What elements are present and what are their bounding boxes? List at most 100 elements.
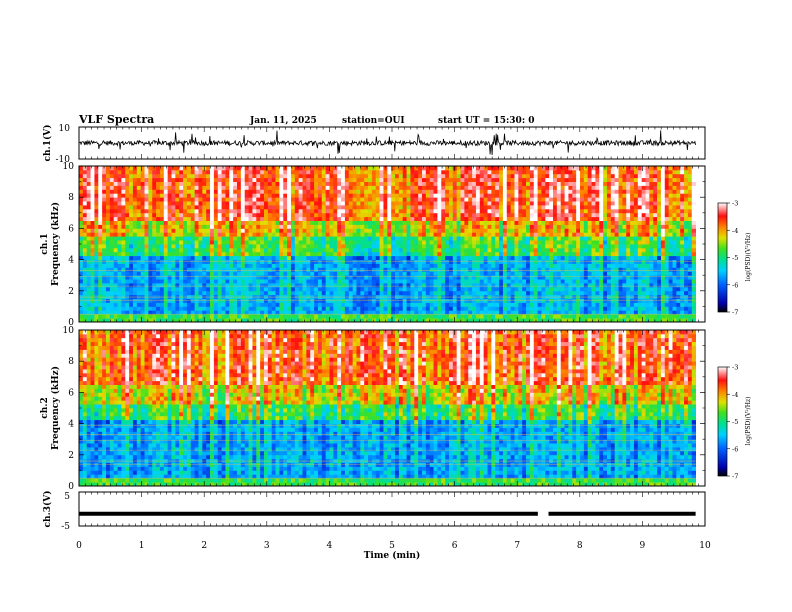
- spectrogram-cell: [641, 228, 646, 233]
- spectrogram-cell: [549, 251, 554, 257]
- spectrogram-cell: [321, 302, 327, 307]
- spectrogram-cell: [483, 212, 488, 218]
- spectrogram-cell: [387, 259, 392, 264]
- spectrogram-cell: [545, 205, 550, 210]
- spectrogram-cell: [472, 220, 477, 225]
- spectrogram-cell: [136, 283, 142, 288]
- spectrogram-cell: [256, 306, 261, 311]
- spectrogram-cell: [371, 212, 377, 218]
- spectrogram-cell: [198, 216, 203, 221]
- spectrogram-cell: [310, 306, 315, 311]
- spectrogram-cell: [82, 244, 88, 249]
- spectrogram-cell: [691, 240, 697, 245]
- spectrogram-cell: [556, 212, 562, 218]
- spectrogram-cell: [564, 255, 569, 260]
- spectrogram-cell: [633, 251, 639, 257]
- spectrogram-cell: [294, 298, 300, 303]
- spectrogram-cell: [526, 259, 531, 264]
- spectrogram-cell: [429, 271, 434, 276]
- spectrogram-cell: [580, 212, 585, 218]
- spectrogram-cell: [213, 216, 219, 221]
- spectrogram-cell: [82, 232, 88, 237]
- spectrogram-cell: [364, 224, 369, 229]
- spectrogram-cell: [86, 267, 91, 272]
- spectrogram-cell: [121, 228, 126, 233]
- spectrogram-cell: [244, 302, 249, 307]
- spectrogram-cell: [263, 267, 269, 272]
- spectrogram-cell: [610, 240, 616, 245]
- spectrogram-cell: [518, 275, 523, 280]
- spectrogram-cell: [541, 306, 546, 311]
- spectrogram-cell: [294, 279, 300, 284]
- spectrogram-cell: [541, 302, 546, 307]
- spectrogram-cell: [260, 212, 265, 218]
- spectrogram-cell: [664, 220, 670, 225]
- spectrogram-cell: [298, 267, 303, 272]
- spectrogram-cell: [383, 306, 388, 311]
- spectrogram-cell: [495, 244, 500, 249]
- spectrogram-cell: [410, 279, 415, 284]
- spectrogram-cell: [664, 267, 670, 272]
- spectrogram-cell: [86, 220, 91, 225]
- spectrogram-cell: [622, 286, 627, 292]
- spectrogram-cell: [549, 255, 554, 260]
- spectrogram-cell: [314, 314, 319, 319]
- spectrogram-cell: [649, 244, 654, 249]
- spectrogram-cell: [502, 267, 508, 272]
- spectrogram-cell: [283, 286, 288, 292]
- spectrogram-cell: [325, 318, 330, 323]
- spectrogram-cell: [472, 283, 477, 288]
- spectrogram-cell: [468, 263, 473, 268]
- spectrogram-cell: [587, 271, 592, 276]
- spectrogram-cell: [576, 205, 581, 210]
- spectrogram-cell: [660, 220, 666, 225]
- spectrogram-cell: [371, 244, 377, 249]
- spectrogram-cell: [568, 236, 573, 241]
- spectrogram-cell: [283, 205, 288, 210]
- spectrogram-cell: [337, 318, 342, 323]
- spectrogram-cell: [329, 318, 334, 323]
- spectrogram-cell: [256, 251, 261, 257]
- spectrogram-cell: [186, 244, 192, 249]
- spectrogram-cell: [287, 298, 292, 303]
- spectrogram-cell: [260, 271, 265, 276]
- spectrogram-cell: [660, 314, 666, 319]
- spectrogram-cell: [645, 208, 650, 214]
- spectrogram-cell: [233, 216, 238, 221]
- spectrogram-cell: [583, 279, 589, 284]
- spectrogram-cell: [194, 244, 199, 249]
- spectrogram-cell: [580, 318, 585, 323]
- spectrogram-cell: [537, 240, 542, 245]
- spectrogram-cell: [310, 224, 315, 229]
- spectrogram-cell: [468, 279, 473, 284]
- spectrogram-cell: [140, 236, 145, 241]
- spectrogram-cell: [86, 275, 91, 280]
- spectrogram-cell: [287, 224, 292, 229]
- spectrogram-cell: [302, 220, 307, 225]
- spectrogram-cell: [298, 244, 303, 249]
- spectrogram-cell: [321, 255, 327, 260]
- spectrogram-cell: [433, 255, 438, 260]
- spectrogram-cell: [429, 302, 434, 307]
- spectrogram-cell: [637, 290, 643, 296]
- spectrogram-cell: [317, 212, 323, 218]
- spectrogram-cell: [437, 283, 442, 288]
- spectrogram-cell: [360, 279, 365, 284]
- spectrogram-cell: [163, 263, 169, 268]
- spectrogram-cell: [499, 271, 504, 276]
- spectrogram-cell: [356, 286, 361, 292]
- spectrogram-cell: [622, 232, 627, 237]
- spectrogram-cell: [306, 279, 311, 284]
- spectrogram-cell: [684, 224, 689, 229]
- spectrogram-cell: [429, 290, 434, 296]
- spectrogram-cell: [622, 205, 627, 210]
- spectrogram-cell: [526, 306, 531, 311]
- spectrogram-cell: [680, 224, 685, 229]
- spectrogram-cell: [117, 236, 122, 241]
- spectrogram-cell: [583, 236, 589, 241]
- spectrogram-cell: [599, 224, 604, 229]
- spectrogram-cell: [668, 314, 673, 319]
- spectrogram-cell: [82, 271, 88, 276]
- spectrogram-cell: [129, 318, 134, 323]
